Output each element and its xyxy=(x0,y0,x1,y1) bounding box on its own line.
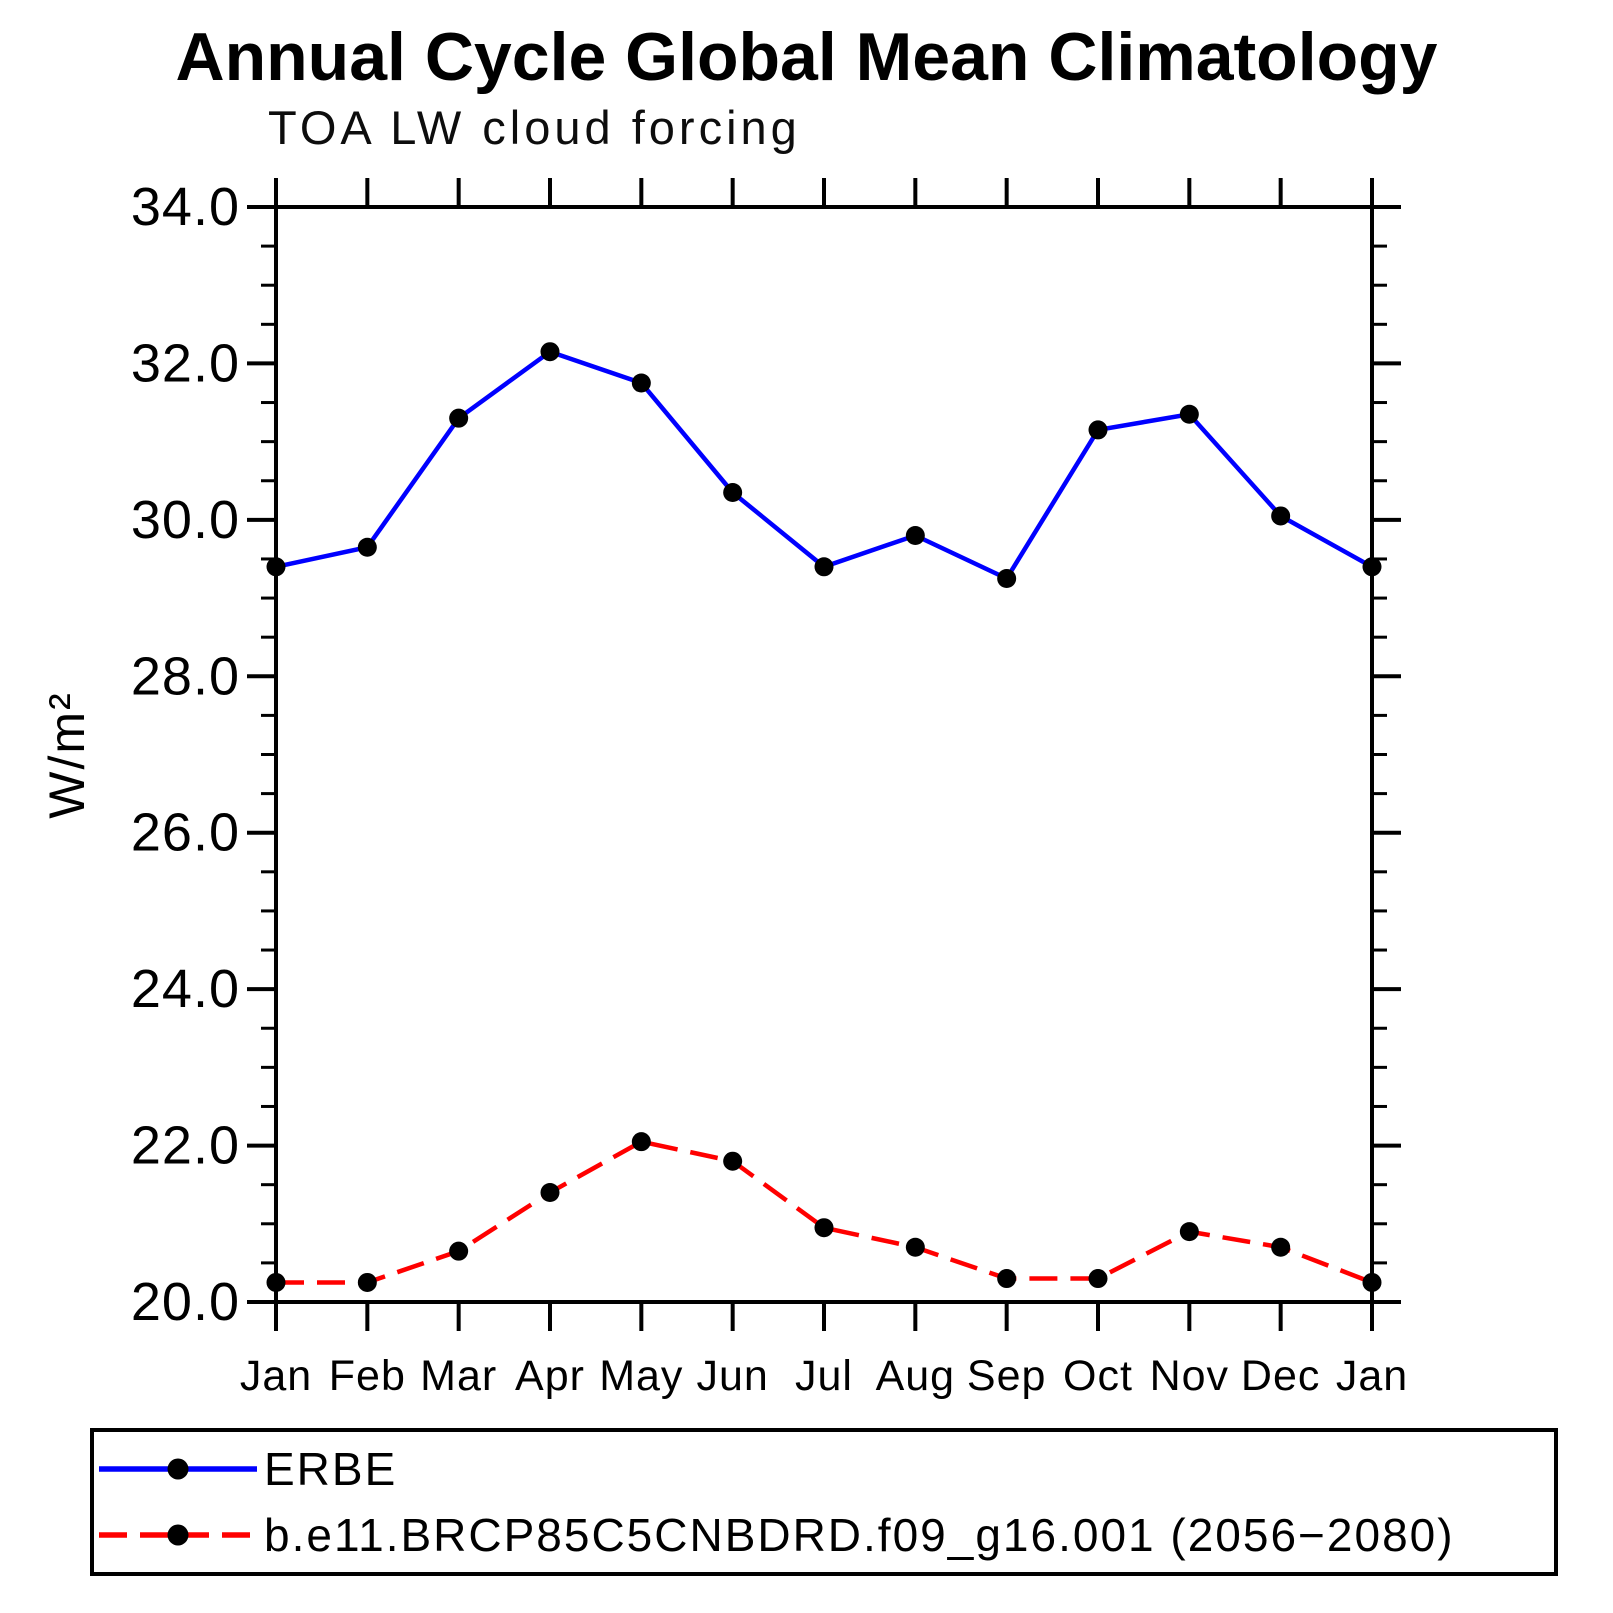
data-point-marker xyxy=(723,1151,743,1171)
data-point-marker xyxy=(631,1132,651,1152)
legend-sample-marker xyxy=(167,1524,189,1546)
data-point-marker xyxy=(540,342,560,362)
data-point-marker xyxy=(540,1183,560,1202)
data-point-marker xyxy=(814,557,834,577)
y-tick-label: 26.0 xyxy=(131,803,240,863)
data-point-marker xyxy=(266,1272,286,1292)
data-point-marker xyxy=(357,537,377,557)
y-tick-label: 20.0 xyxy=(131,1272,240,1332)
model-series-line xyxy=(276,1139,1373,1285)
legend-sample-erbe xyxy=(99,1458,257,1480)
data-point-marker xyxy=(357,1272,377,1292)
x-tick-label: Oct xyxy=(1063,1352,1133,1400)
data-point-marker xyxy=(1271,506,1291,526)
y-tick-label: 30.0 xyxy=(131,490,240,550)
data-point-marker xyxy=(997,1269,1017,1289)
legend-label-erbe: ERBE xyxy=(264,1443,397,1495)
x-tick-label: Jan xyxy=(1336,1352,1408,1400)
y-tick-label: 34.0 xyxy=(131,177,240,237)
data-point-marker xyxy=(1362,1272,1382,1292)
x-tick-label: Nov xyxy=(1150,1352,1229,1400)
chart-subtitle: TOA LW cloud forcing xyxy=(268,101,801,154)
x-tick-label: Mar xyxy=(420,1352,497,1400)
data-point-marker xyxy=(723,482,743,502)
data-point-marker xyxy=(631,373,651,393)
data-point-marker xyxy=(449,408,469,428)
legend-sample-marker xyxy=(167,1458,189,1480)
data-point-marker xyxy=(1088,1269,1108,1289)
legend-sample-model xyxy=(99,1524,257,1546)
erbe-series-line xyxy=(275,349,1374,582)
x-tick-label: Dec xyxy=(1241,1352,1320,1400)
data-point-marker xyxy=(266,557,286,577)
series-group xyxy=(266,342,1382,1292)
data-point-marker xyxy=(1271,1237,1291,1257)
data-point-marker xyxy=(997,569,1017,589)
y-tick-label: 22.0 xyxy=(131,1116,240,1176)
data-point-marker xyxy=(1179,404,1199,424)
data-point-marker xyxy=(1362,557,1382,577)
y-tick-label: 28.0 xyxy=(131,646,240,706)
data-point-marker xyxy=(905,526,925,545)
x-tick-label: Jun xyxy=(696,1352,768,1400)
data-point-marker xyxy=(1179,1222,1199,1242)
axes: Jan Feb Mar Apr May Jun Jul Aug Sep Oct Nov Dec Jan 3… xyxy=(131,177,1408,1400)
data-point-marker xyxy=(1088,420,1108,440)
legend: ERBE b.e11.BRCP85C5CNBDRD.f09_g16.001 (2… xyxy=(90,1428,1558,1576)
x-tick-label: Aug xyxy=(876,1352,956,1400)
x-tick-label: May xyxy=(599,1352,683,1400)
x-tick-label: Jul xyxy=(795,1352,853,1400)
y-tick-label: 32.0 xyxy=(131,333,240,393)
data-point-marker xyxy=(814,1218,834,1238)
legend-box xyxy=(90,1428,1558,1576)
plot-frame xyxy=(274,205,1374,1304)
x-tick-label: Sep xyxy=(967,1352,1047,1400)
x-tick-label: Jan xyxy=(240,1352,312,1400)
chart-title: Annual Cycle Global Mean Climatology xyxy=(175,19,1438,95)
data-point-marker xyxy=(905,1237,925,1257)
y-tick-label: 24.0 xyxy=(131,959,240,1019)
x-tick-label: Apr xyxy=(515,1352,585,1400)
data-point-marker xyxy=(449,1241,469,1261)
y-axis-label: W/m² xyxy=(39,691,95,818)
legend-label-model: b.e11.BRCP85C5CNBDRD.f09_g16.001 (2056−2… xyxy=(264,1509,1455,1561)
x-tick-label: Feb xyxy=(329,1352,406,1400)
